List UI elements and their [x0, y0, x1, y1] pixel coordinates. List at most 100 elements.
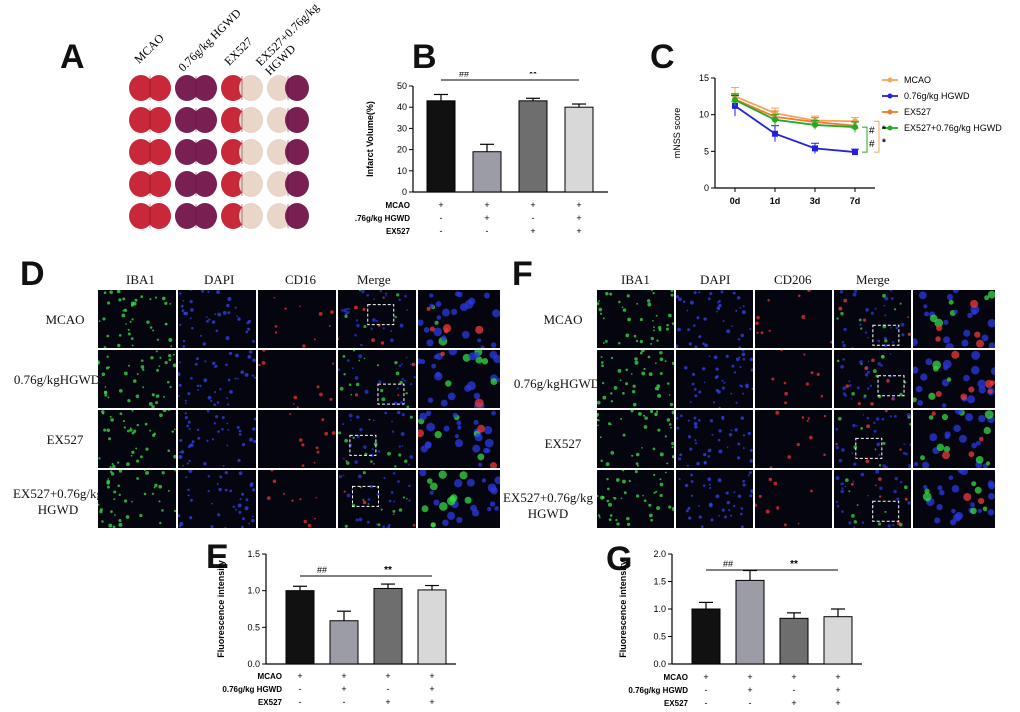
tile-dot: [669, 402, 674, 407]
tile-dot: [464, 384, 472, 392]
tile-dot: [346, 307, 349, 310]
tile-dots: [676, 414, 753, 467]
tile-dot: [206, 439, 209, 442]
tile-dot: [338, 337, 340, 340]
tile-dot: [638, 411, 642, 416]
tile-dot: [937, 485, 943, 491]
y-tick-label: 0.0: [653, 659, 666, 669]
tile-dot: [903, 485, 908, 490]
panel-d-col-header: IBA1: [126, 272, 155, 287]
tile-dot: [686, 464, 689, 467]
tile-dot: [172, 363, 176, 368]
treatment-sign: +: [835, 672, 840, 682]
tile-dot: [598, 307, 603, 312]
tile-dot: [217, 430, 220, 433]
tile-dot: [429, 326, 435, 332]
tile-dot: [807, 417, 811, 420]
series-line: [734, 105, 856, 153]
tile-dot: [354, 333, 357, 337]
tile-dot: [627, 317, 631, 322]
tile-dot: [151, 492, 155, 495]
tile-dot: [948, 475, 954, 481]
tile-dot: [315, 446, 319, 450]
panel-d-col-header: Merge: [357, 272, 391, 287]
tile-dot: [725, 491, 729, 495]
tile-dot: [366, 293, 369, 297]
tile-dot: [904, 497, 908, 501]
tile-dot: [104, 386, 107, 388]
tile-dot: [338, 431, 342, 435]
tile-dot: [865, 459, 870, 464]
tile-dot: [848, 521, 852, 525]
tile-dot: [396, 387, 399, 390]
tile-dot: [296, 406, 299, 408]
brain-slice-right: [147, 203, 171, 229]
panel-a-col-label: EX527+0.76g/kg HGWD: [252, 0, 322, 78]
panel-label-b: B: [412, 38, 437, 76]
tile-dot: [656, 339, 659, 342]
data-point: [852, 124, 858, 131]
tile-dot: [899, 302, 902, 305]
tile-dot: [343, 490, 346, 493]
tile-dot: [477, 424, 486, 433]
tile-dot: [889, 415, 893, 418]
tile-dot: [159, 356, 162, 359]
tile-dot: [841, 510, 844, 514]
tile-dot: [840, 311, 844, 316]
tile-dot: [870, 311, 874, 315]
tile-dot: [949, 519, 957, 526]
tile-dot: [390, 330, 393, 332]
tile-dot: [907, 501, 911, 505]
tile-dot: [671, 410, 674, 415]
tile-dot: [904, 452, 908, 456]
tile-dot: [856, 504, 859, 506]
tile-dot: [215, 415, 219, 419]
tile-dot: [380, 341, 385, 345]
treatment-sign: -: [486, 226, 489, 236]
tile-dot: [693, 421, 698, 426]
tile-dot: [643, 367, 646, 371]
panel-d-row-label: 0.76g/kgHGWD: [13, 372, 101, 387]
tile-dot: [342, 474, 345, 477]
tile-dot: [690, 480, 694, 483]
brain-slice-left: [221, 203, 245, 229]
tile-dot: [442, 519, 449, 527]
tile-dot: [354, 460, 358, 464]
tile-dots: [178, 350, 256, 406]
treatment-sign: +: [747, 672, 752, 682]
tile-dots: [419, 470, 500, 528]
tile-dot: [372, 462, 375, 465]
tile-dot: [597, 514, 601, 517]
tile-dot: [438, 470, 447, 479]
panel-f-row-label: MCAO: [543, 312, 583, 327]
tile-dot: [162, 395, 165, 398]
tile-dot: [494, 476, 500, 485]
tile-dot: [602, 395, 607, 400]
tile-dot: [247, 354, 252, 359]
tile-dot: [431, 363, 437, 369]
tile-dot: [872, 369, 877, 373]
tile-dot: [412, 523, 416, 527]
tile-dot: [978, 414, 986, 423]
tile-dot: [221, 416, 225, 420]
tile-dot: [856, 386, 860, 390]
tile-dot: [741, 350, 745, 352]
tile-dot: [848, 490, 851, 493]
tile-dot: [234, 377, 237, 380]
tile-dot: [622, 433, 626, 437]
tile-dot: [362, 471, 366, 475]
tile-dot: [974, 331, 981, 338]
significance-label: **: [529, 72, 537, 80]
tile-dot: [643, 425, 648, 429]
tile-dot: [654, 414, 657, 417]
tile-dot: [377, 450, 381, 453]
tile-dot: [179, 438, 183, 443]
tile-dot: [970, 502, 975, 508]
tile-dot: [352, 436, 355, 439]
tile-dot: [211, 438, 215, 441]
tile-dot: [150, 356, 154, 360]
tile-dot: [394, 360, 398, 365]
tile-dot: [398, 298, 401, 302]
tile-dot: [123, 426, 127, 429]
tile-dot: [797, 522, 800, 525]
